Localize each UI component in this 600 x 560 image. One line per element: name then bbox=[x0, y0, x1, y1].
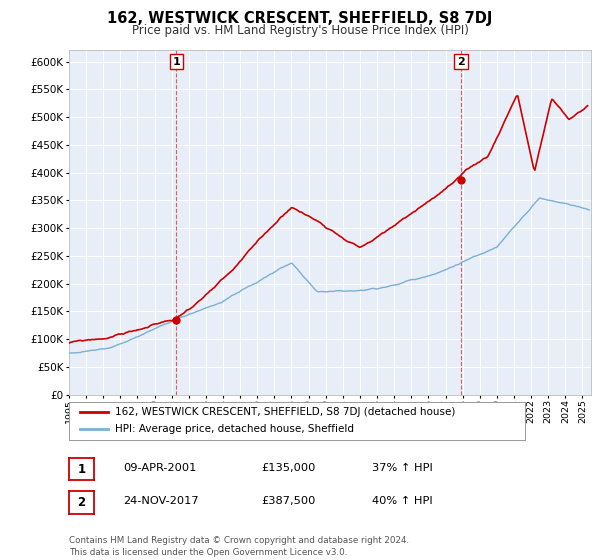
Text: £135,000: £135,000 bbox=[261, 463, 316, 473]
Text: HPI: Average price, detached house, Sheffield: HPI: Average price, detached house, Shef… bbox=[115, 424, 353, 435]
Text: 24-NOV-2017: 24-NOV-2017 bbox=[123, 496, 199, 506]
Text: 40% ↑ HPI: 40% ↑ HPI bbox=[372, 496, 433, 506]
Text: 162, WESTWICK CRESCENT, SHEFFIELD, S8 7DJ: 162, WESTWICK CRESCENT, SHEFFIELD, S8 7D… bbox=[107, 11, 493, 26]
Text: Contains HM Land Registry data © Crown copyright and database right 2024.
This d: Contains HM Land Registry data © Crown c… bbox=[69, 536, 409, 557]
Text: 1: 1 bbox=[172, 57, 180, 67]
Text: 09-APR-2001: 09-APR-2001 bbox=[123, 463, 196, 473]
Text: 2: 2 bbox=[77, 496, 86, 509]
Text: 1: 1 bbox=[77, 463, 86, 476]
Text: 2: 2 bbox=[457, 57, 465, 67]
Text: 162, WESTWICK CRESCENT, SHEFFIELD, S8 7DJ (detached house): 162, WESTWICK CRESCENT, SHEFFIELD, S8 7D… bbox=[115, 407, 455, 417]
Text: Price paid vs. HM Land Registry's House Price Index (HPI): Price paid vs. HM Land Registry's House … bbox=[131, 24, 469, 36]
Text: 37% ↑ HPI: 37% ↑ HPI bbox=[372, 463, 433, 473]
Text: £387,500: £387,500 bbox=[261, 496, 316, 506]
